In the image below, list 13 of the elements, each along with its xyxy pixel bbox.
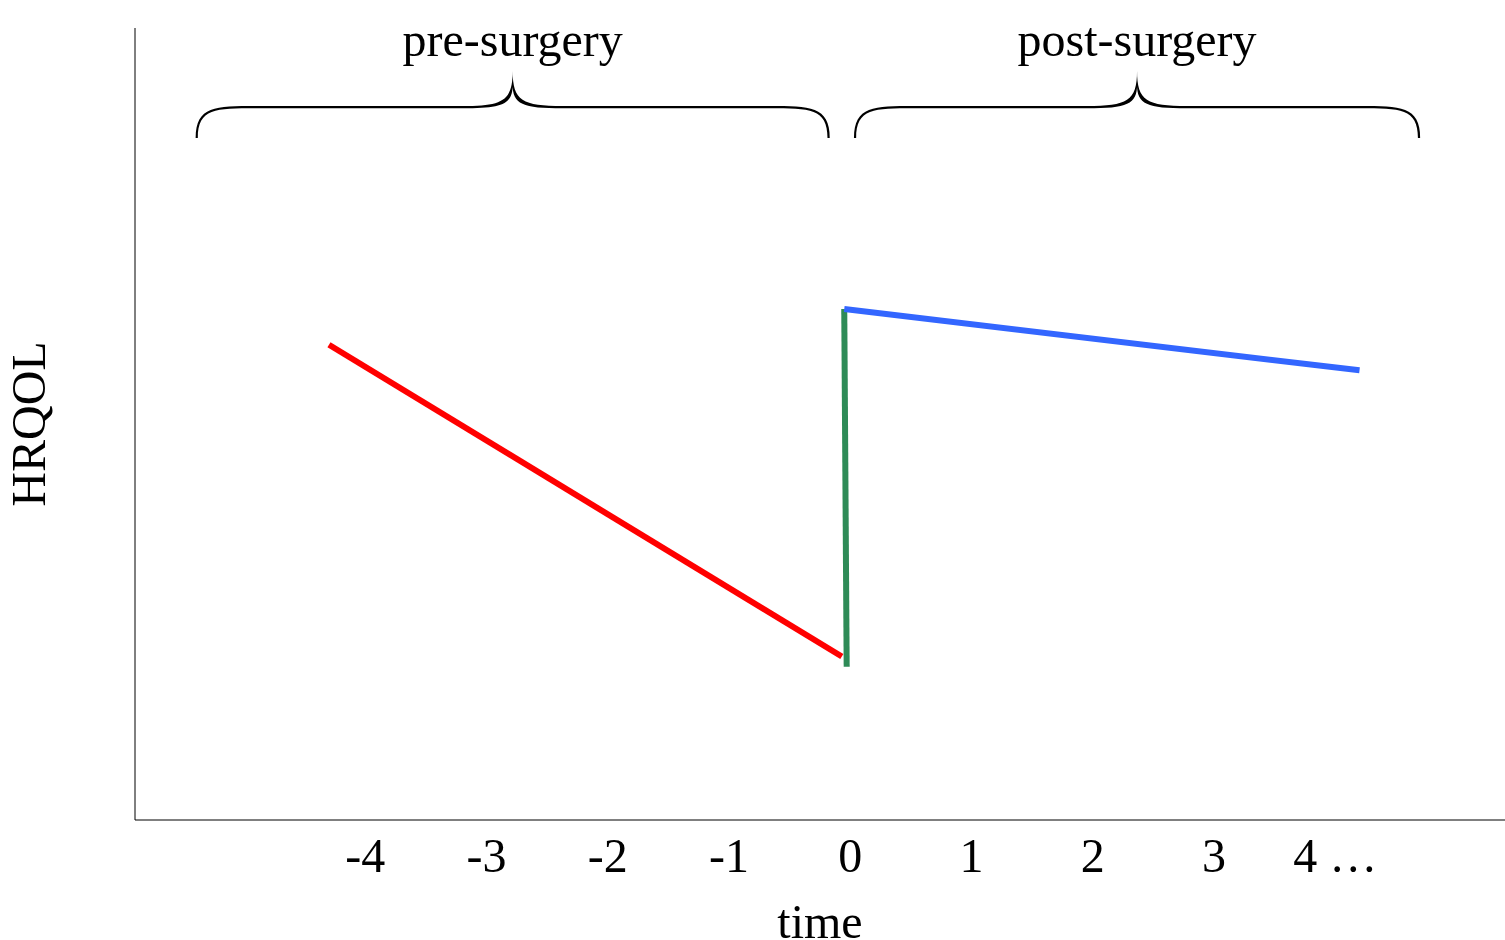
x-tick-label: -3 (466, 829, 507, 883)
x-axis-title: time (777, 895, 863, 940)
y-axis-title: HRQOL (2, 341, 56, 507)
text: post-surgery (1017, 13, 1257, 66)
x-tick-label: 1 (959, 829, 984, 883)
x-tick-label: -4 (345, 829, 386, 883)
x-tick-label: 2 (1080, 829, 1105, 883)
x-tick-label: 3 (1202, 829, 1227, 883)
x-tick-label: 4 … (1293, 829, 1378, 883)
x-tick-label: -1 (709, 829, 750, 883)
x-tick-label: -2 (587, 829, 628, 883)
x-tick-label: 0 (838, 829, 863, 883)
text: pre-surgery (402, 13, 623, 66)
